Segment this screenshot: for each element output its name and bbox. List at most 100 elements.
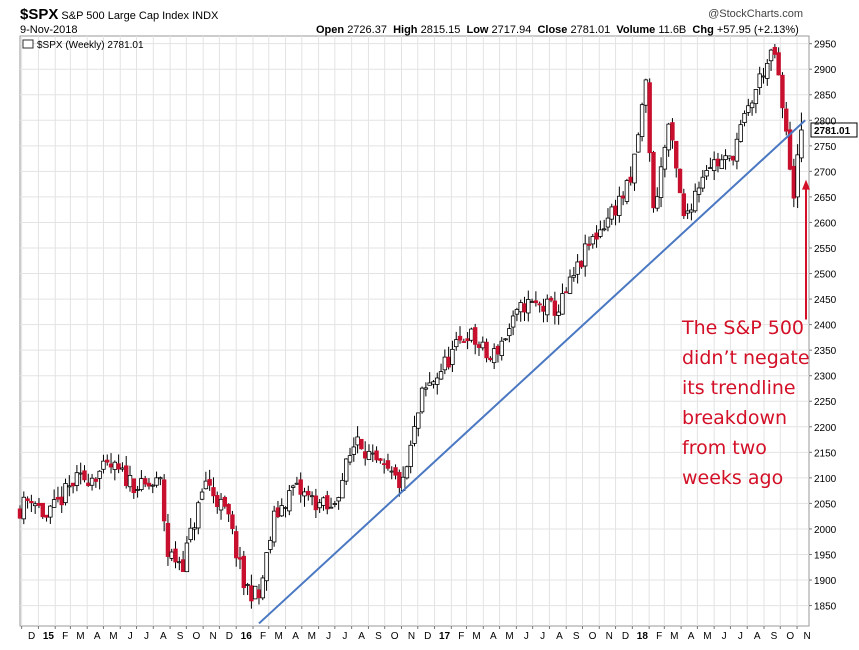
low-value: 2717.94	[491, 24, 532, 36]
candle-body	[165, 522, 171, 557]
candle-body	[347, 455, 353, 463]
candle-body	[207, 479, 212, 486]
candle-body	[416, 412, 421, 429]
candle-body	[78, 472, 83, 475]
x-tick-label: M	[308, 631, 316, 642]
candle-body	[188, 527, 193, 541]
candle-body	[491, 348, 497, 364]
x-tick-label: 16	[241, 631, 253, 642]
close-label: Close	[537, 24, 568, 36]
candle-body	[431, 381, 436, 385]
x-tick-label: J	[342, 631, 347, 642]
candle-body	[120, 467, 125, 470]
gridlines	[20, 36, 809, 626]
candle-body	[25, 498, 30, 501]
candle-body	[571, 275, 577, 278]
candle-body	[336, 497, 341, 502]
volume-value: 11.6B	[658, 24, 687, 36]
candle-body	[784, 108, 789, 132]
candle-body	[617, 195, 622, 216]
candle-body	[693, 190, 698, 212]
y-tick-label: 2600	[814, 218, 837, 229]
annotation-line-1: The S&P 500	[681, 317, 804, 339]
candle-body	[548, 297, 554, 301]
candle-body	[696, 187, 702, 195]
candle-body	[93, 478, 99, 482]
candle-body	[36, 502, 42, 506]
candles	[17, 44, 804, 609]
y-tick-label: 2400	[814, 321, 837, 332]
candle-body	[230, 514, 235, 529]
candle-body	[556, 311, 561, 316]
candle-body	[370, 452, 375, 455]
x-tick-label: N	[606, 631, 613, 642]
candle-body	[287, 490, 292, 512]
candle-body	[495, 345, 501, 355]
candle-body	[29, 500, 34, 504]
candle-body	[86, 482, 91, 487]
candle-body	[245, 584, 250, 586]
candle-body	[378, 458, 383, 461]
arrow-head	[802, 179, 810, 190]
candle-body	[609, 206, 614, 220]
candle-body	[427, 382, 432, 386]
x-tick-label: N	[803, 631, 810, 642]
y-axis: 1850 1900 1950 2000 2050 2100 2150 2200 2250 2300…	[809, 40, 837, 613]
x-tick-label: J	[524, 631, 529, 642]
x-tick-label: O	[391, 631, 399, 642]
candle-body	[681, 193, 687, 217]
candle-body	[488, 357, 493, 361]
candle-body	[510, 315, 516, 328]
candle-body	[215, 495, 220, 508]
candle-body	[89, 477, 95, 486]
candle-body	[579, 260, 584, 268]
x-tick-label: 17	[439, 631, 451, 642]
candle-body	[340, 479, 345, 499]
candle-body	[21, 496, 26, 520]
y-tick-label: 2750	[814, 142, 837, 153]
x-tick-label: S	[375, 631, 382, 642]
x-tick-label: M	[472, 631, 480, 642]
x-tick-label: A	[94, 631, 101, 642]
candle-body	[173, 548, 178, 563]
candle-body	[438, 371, 444, 380]
candle-body	[298, 479, 303, 495]
x-axis: D 15 F M A M J J A S O N D 16 F M A M J J A S O N D 17 F M A M J J A S O N D…	[21, 626, 811, 642]
candle-body	[749, 102, 755, 109]
candle-body	[730, 155, 736, 161]
candle-body	[404, 466, 410, 479]
candle-body	[97, 470, 102, 479]
y-tick-label: 2800	[814, 116, 837, 127]
candle-body	[59, 496, 64, 506]
candle-body	[450, 348, 455, 365]
x-tick-label: M	[670, 631, 678, 642]
candle-body	[484, 341, 489, 359]
x-tick-label: S	[573, 631, 580, 642]
candle-body	[727, 155, 732, 159]
candle-body	[734, 138, 740, 162]
x-tick-label: S	[771, 631, 778, 642]
candle-body	[211, 487, 216, 497]
candle-body	[169, 551, 174, 559]
candle-body	[279, 505, 284, 517]
candle-body	[761, 75, 766, 78]
candle-body	[507, 328, 512, 337]
candle-body	[674, 140, 679, 169]
x-tick-label: D	[424, 631, 431, 642]
candle-body	[658, 166, 664, 198]
trendline	[258, 119, 806, 625]
candle-body	[116, 463, 121, 470]
header-symbol-line: $SPX S&P 500 Large Cap Index INDX	[20, 6, 218, 23]
candle-body	[32, 503, 38, 507]
x-tick-label: F	[458, 631, 464, 642]
candle-body	[651, 151, 656, 209]
ticker-symbol: $SPX	[20, 6, 59, 23]
candle-body	[446, 356, 451, 368]
x-tick-label: A	[556, 631, 563, 642]
candle-body	[533, 300, 539, 304]
candle-body	[63, 483, 68, 504]
candle-body	[222, 497, 228, 507]
legend: $SPX (Weekly) 2781.01	[22, 39, 144, 51]
candle-body	[636, 134, 641, 153]
